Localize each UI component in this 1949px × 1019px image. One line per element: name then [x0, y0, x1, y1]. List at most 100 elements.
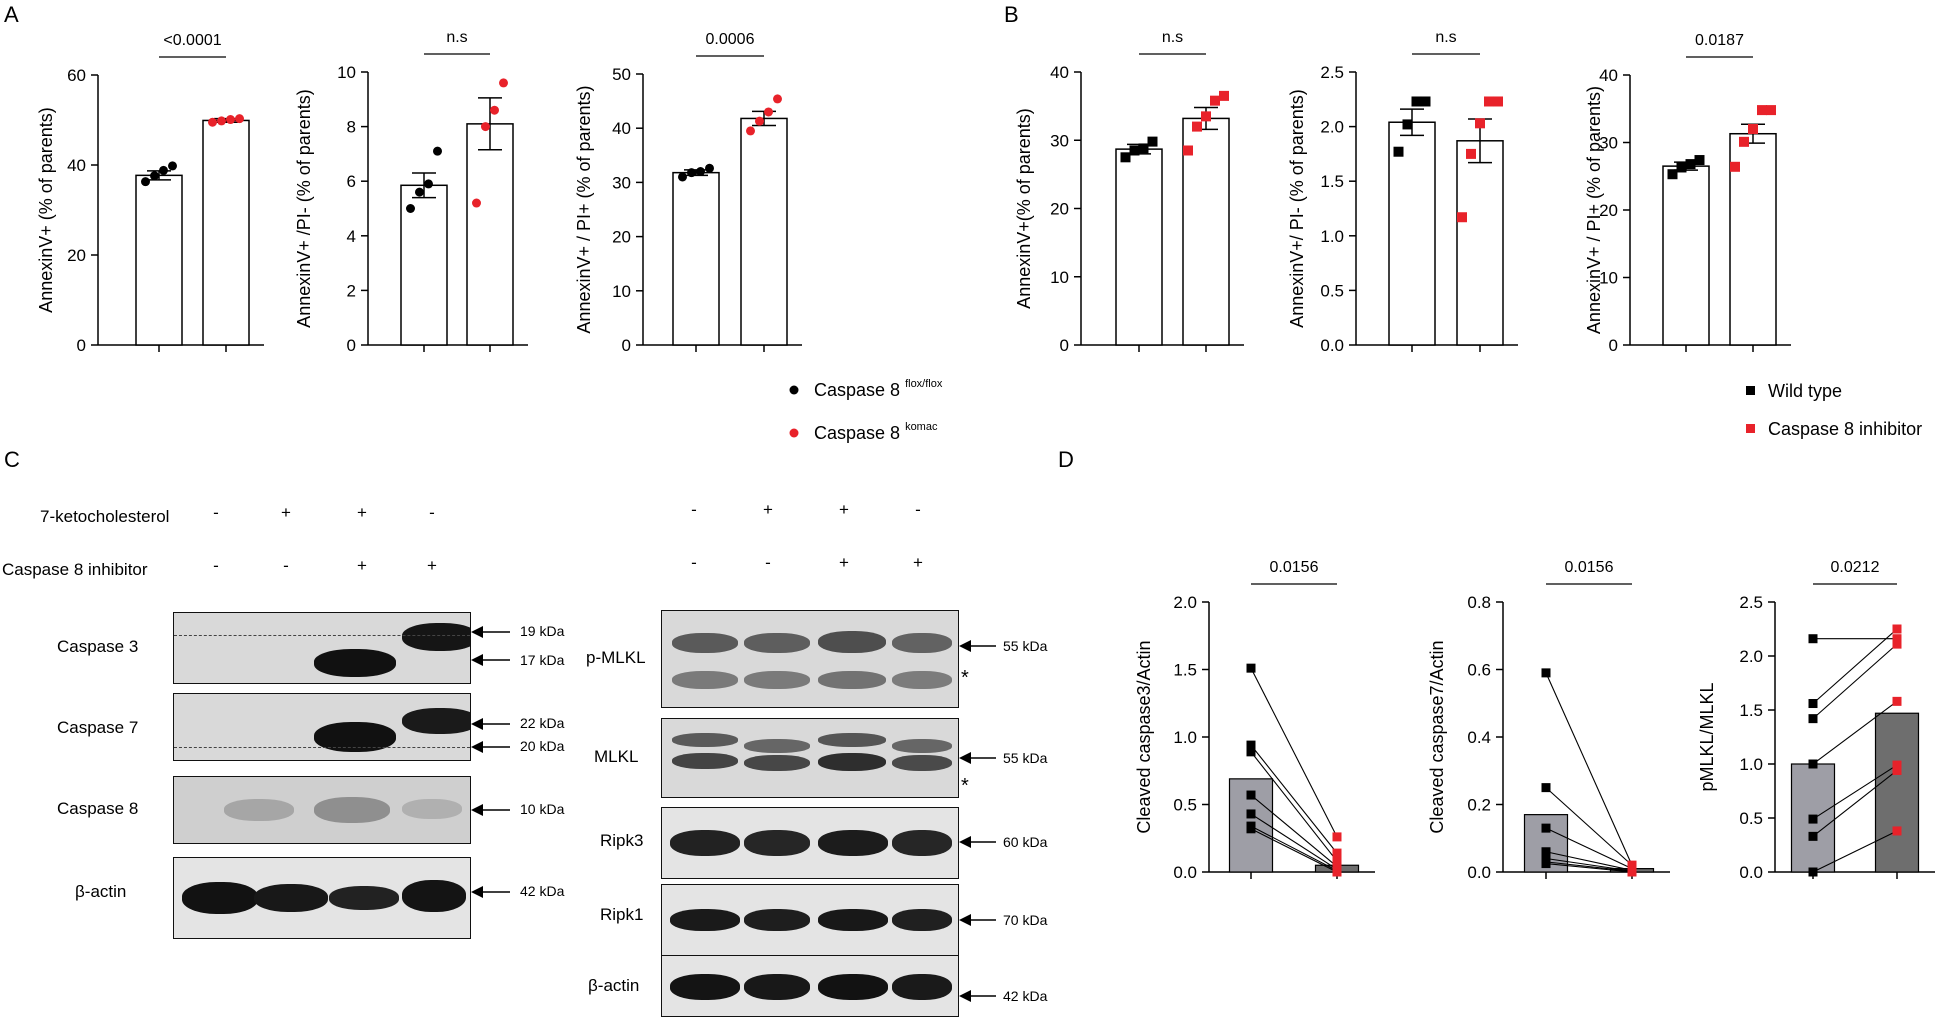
sign-keto-left-3: +	[357, 503, 367, 522]
chart4-p-value: n.s	[1162, 29, 1183, 46]
blot-pmlkl	[661, 610, 959, 708]
chart8-pair-line	[1545, 861, 1633, 872]
chart5-point	[1466, 148, 1476, 159]
chart2-y-tick-label: 2	[347, 281, 356, 300]
chart1-bar-2	[202, 119, 250, 346]
chart3-y-tick-label: 30	[612, 173, 631, 192]
chart9-point-before	[1808, 759, 1818, 769]
chart4-y-tick-label: 10	[1050, 268, 1069, 287]
chart8-pair-line	[1545, 851, 1633, 871]
chart4-y-tick-label: 40	[1050, 63, 1069, 82]
chart1-point	[226, 115, 235, 125]
chart6-point	[1739, 136, 1749, 147]
blot-size-pmlkl-55: 55 kDa	[1003, 638, 1048, 654]
chart8-point-before	[1541, 859, 1551, 869]
chart9-pair-line	[1812, 830, 1898, 873]
chart4-y-axis-label: AnnexinV+(% of parents)	[1014, 108, 1034, 309]
chart9-y-axis-label: pMLKL/MLKL	[1697, 682, 1717, 791]
chart7-point-before	[1246, 790, 1256, 800]
chart6-y-axis-label: AnnexinV+ / PI+ (% of parents)	[1584, 86, 1604, 334]
sign-inhib-right-1: -	[691, 553, 697, 572]
chart4-point	[1138, 143, 1149, 154]
chart3-point	[696, 167, 705, 177]
chart9-pair-line	[1812, 628, 1898, 704]
legend-flox-marker	[789, 385, 799, 395]
chart5-point	[1420, 96, 1431, 107]
blot-mlkl	[661, 718, 959, 798]
chart9-pair-line	[1812, 643, 1898, 720]
chart6-p-value: 0.0187	[1695, 32, 1744, 49]
chart5-point	[1393, 146, 1404, 157]
chart9-y-tick-label: 1.0	[1739, 755, 1763, 774]
blot-label-caspase8: Caspase 8	[57, 799, 139, 818]
sign-inhib-left-3: +	[357, 556, 367, 575]
sign-keto-right-1: -	[691, 500, 697, 519]
chart7-point-after	[1332, 832, 1342, 842]
chart7-pair-line	[1250, 667, 1338, 838]
blot-size-actin-left-42: 42 kDa	[520, 883, 565, 899]
chart9-point-before	[1808, 714, 1818, 724]
chart6-point	[1757, 105, 1767, 116]
chart1-y-axis-label: AnnexinV+ (% of parents)	[36, 107, 56, 313]
chart8-point-before	[1541, 823, 1551, 833]
chart2-point	[433, 146, 442, 156]
chart2-y-tick-label: 4	[347, 227, 356, 246]
chart9-point-after	[1892, 634, 1902, 644]
chart2-y-tick-label: 8	[347, 118, 356, 137]
chart5-y-tick-label: 2.5	[1320, 63, 1344, 82]
sign-inhib-left-2: -	[283, 556, 289, 575]
chart1-point	[159, 165, 168, 175]
chart8-point-before	[1541, 847, 1551, 857]
panel-label-d: D	[1058, 447, 1074, 472]
chart9-y-tick-label: 2.5	[1739, 593, 1763, 612]
sign-inhib-right-2: -	[765, 553, 771, 572]
chart8-y-axis-label: Cleaved caspase7/Actin	[1427, 640, 1447, 833]
chart5-point	[1493, 96, 1503, 107]
chart1-point	[208, 117, 217, 127]
chart8-pair-line	[1545, 863, 1633, 873]
chart4-point	[1147, 136, 1158, 147]
chart2-bar-2	[466, 123, 514, 346]
chart9-pair-line	[1812, 764, 1898, 820]
panel-label-c: C	[4, 447, 20, 472]
chart9-point-before	[1808, 699, 1818, 709]
chart8-point-before	[1541, 783, 1551, 793]
chart1-point	[150, 171, 159, 181]
chart3-y-tick-label: 0	[622, 336, 631, 355]
row-label-ketocholesterol: 7-ketocholesterol	[40, 507, 170, 526]
chart3-bar-2	[740, 117, 788, 346]
chart3-p-value: 0.0006	[706, 31, 755, 48]
panel-label-b: B	[1004, 2, 1019, 27]
chart9-point-before	[1808, 867, 1818, 877]
chart3-y-axis-label: AnnexinV+ / PI+ (% of parents)	[574, 85, 594, 333]
blot-caspase3	[173, 612, 471, 684]
chart9-point-after	[1892, 760, 1902, 770]
chart6-y-tick-label: 40	[1599, 66, 1618, 85]
chart5-y-tick-label: 1.5	[1320, 172, 1344, 191]
chart6-point	[1748, 124, 1758, 134]
chart1-y-tick-label: 60	[67, 66, 86, 85]
blot-size-caspase3-19: 19 kDa	[520, 623, 565, 639]
chart4-y-tick-label: 30	[1050, 131, 1069, 150]
blot-size-mlkl-55: 55 kDa	[1003, 750, 1048, 766]
row-label-caspase8-inhibitor: Caspase 8 inhibitor	[2, 560, 148, 579]
chart7-point-after	[1332, 867, 1342, 877]
chart8-pair-line	[1545, 672, 1633, 866]
blot-label-pmlkl: p-MLKL	[586, 648, 646, 667]
chart9-y-tick-label: 2.0	[1739, 647, 1763, 666]
chart9-point-before	[1808, 831, 1818, 841]
chart7-point-before	[1246, 824, 1256, 834]
chart2-y-tick-label: 10	[337, 63, 356, 82]
blot-size-ripk1-70: 70 kDa	[1003, 912, 1048, 928]
chart4-point	[1120, 152, 1131, 163]
chart9-point-after	[1892, 826, 1902, 836]
chart7-y-tick-label: 0.0	[1173, 863, 1197, 882]
chart7-pair-line	[1250, 825, 1338, 872]
blot-actin-left	[173, 857, 471, 939]
chart6-point	[1766, 105, 1776, 116]
blot-size-caspase7-22: 22 kDa	[520, 715, 565, 731]
chart6-bar-1	[1662, 165, 1710, 346]
blot-caspase7	[173, 693, 471, 761]
chart9-p-value: 0.0212	[1831, 559, 1880, 576]
